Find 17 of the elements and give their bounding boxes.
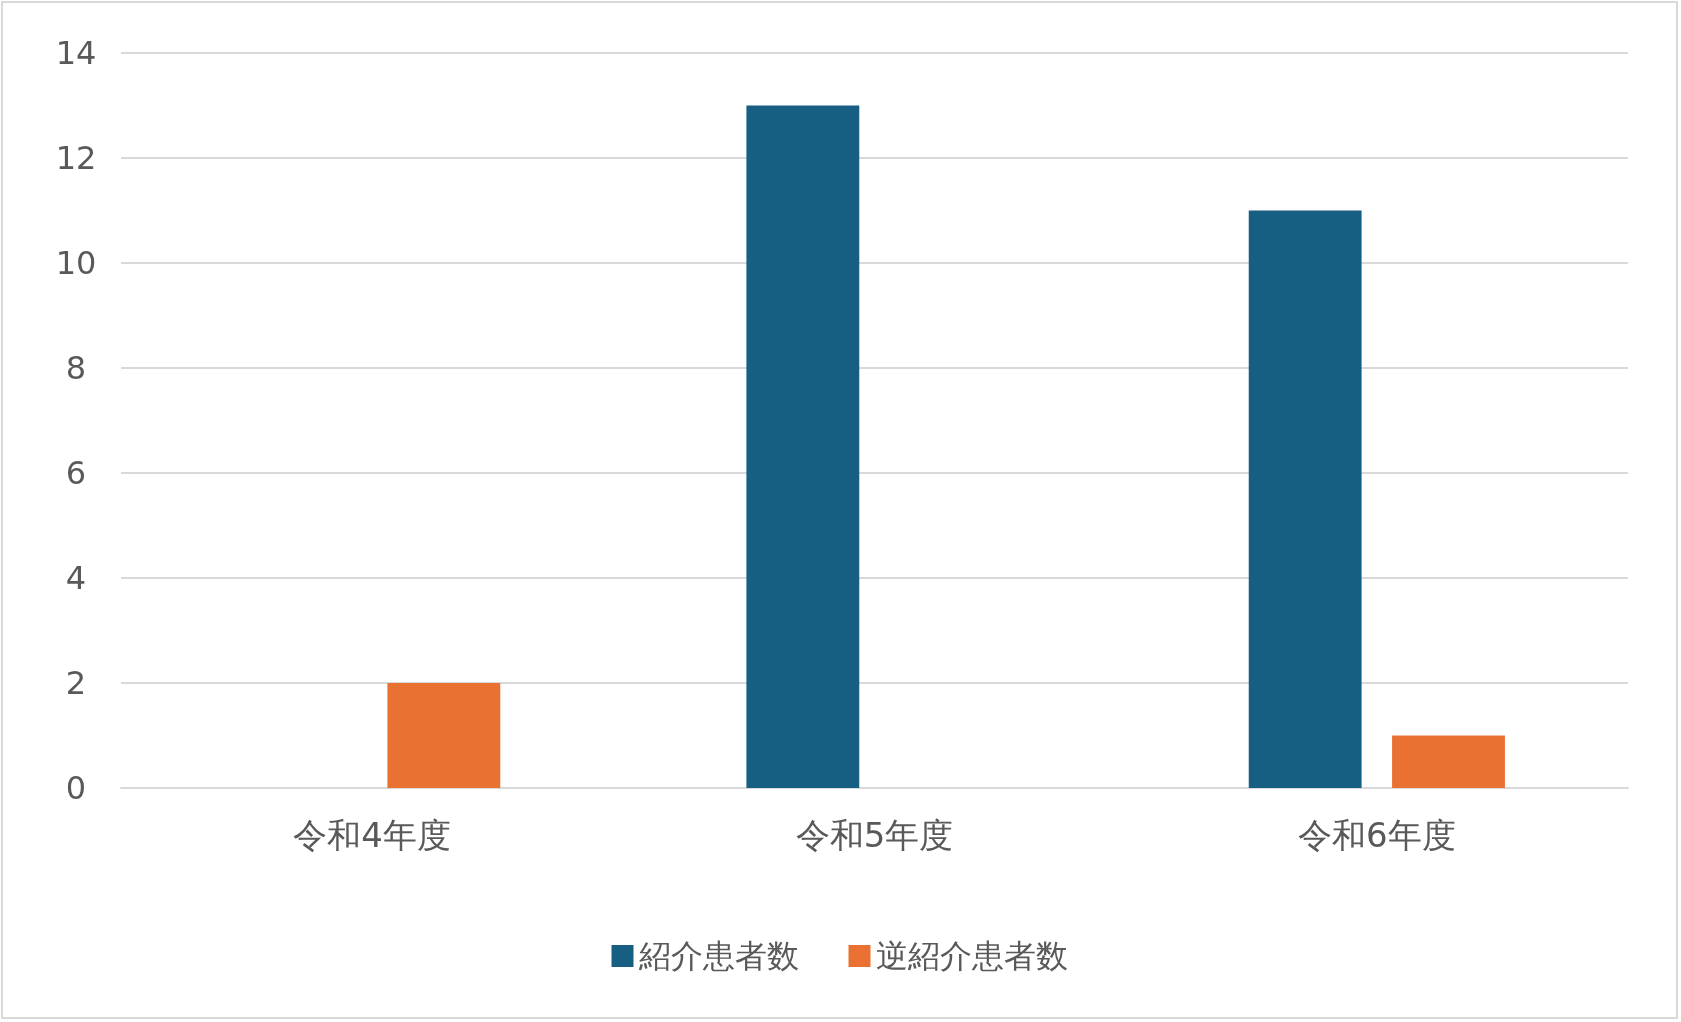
bar bbox=[1392, 735, 1505, 788]
x-tick-label: 令和5年度 bbox=[795, 815, 954, 855]
bar bbox=[746, 105, 860, 788]
x-tick-label: 令和4年度 bbox=[293, 815, 451, 855]
y-tick-label: 10 bbox=[55, 244, 97, 282]
legend-label: 紹介患者数 bbox=[637, 937, 799, 975]
bar bbox=[1248, 210, 1362, 788]
x-tick-label: 令和6年度 bbox=[1298, 815, 1456, 855]
y-tick-label: 8 bbox=[65, 349, 87, 387]
bar bbox=[387, 683, 501, 788]
y-tick-label: 0 bbox=[65, 769, 87, 807]
y-tick-label: 4 bbox=[65, 559, 87, 597]
legend-label: 逆紹介患者数 bbox=[875, 937, 1068, 975]
y-tick-label: 14 bbox=[55, 34, 97, 72]
y-tick-label: 12 bbox=[55, 139, 97, 177]
y-tick-label: 6 bbox=[65, 454, 87, 492]
y-tick-label: 2 bbox=[65, 664, 87, 702]
